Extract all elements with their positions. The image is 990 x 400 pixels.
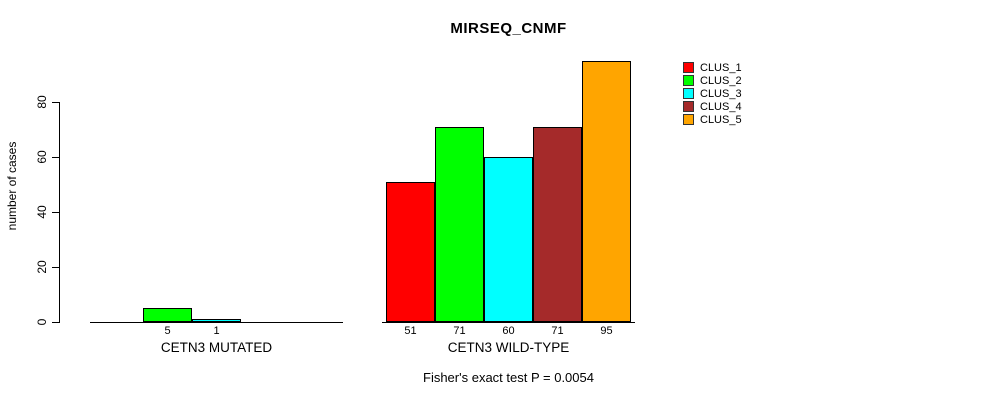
legend-item-label: CLUS_1 xyxy=(700,61,742,74)
bar xyxy=(533,127,582,322)
y-tick-mark xyxy=(52,157,59,158)
legend-item-label: CLUS_3 xyxy=(700,87,742,100)
legend-item: CLUS_4 xyxy=(683,100,742,113)
y-tick-label: 40 xyxy=(35,205,49,219)
group-baseline xyxy=(90,322,343,323)
legend-item-label: CLUS_4 xyxy=(700,100,742,113)
bar xyxy=(192,319,241,322)
group-label: CETN3 WILD-TYPE xyxy=(447,340,570,355)
legend-item: CLUS_5 xyxy=(683,113,742,126)
y-tick-mark xyxy=(52,322,59,323)
legend-item-label: CLUS_5 xyxy=(700,113,742,126)
legend-color-swatch xyxy=(683,75,694,86)
y-tick-label: 60 xyxy=(35,150,49,164)
bar-value-label: 60 xyxy=(502,325,515,337)
legend-color-swatch xyxy=(683,62,694,73)
legend-item-label: CLUS_2 xyxy=(700,74,742,87)
group-label: CETN3 MUTATED xyxy=(160,340,273,355)
bar xyxy=(484,157,533,322)
chart-title: MIRSEQ_CNMF xyxy=(450,20,567,37)
legend-item: CLUS_3 xyxy=(683,87,742,100)
legend-item: CLUS_2 xyxy=(683,74,742,87)
y-tick-mark xyxy=(52,102,59,103)
bar xyxy=(435,127,484,322)
y-axis-line xyxy=(59,102,60,323)
footer-note: Fisher's exact test P = 0.0054 xyxy=(423,370,594,385)
y-tick-label: 80 xyxy=(35,95,49,109)
group-baseline xyxy=(382,322,635,323)
bar-value-label: 95 xyxy=(600,325,613,337)
legend-item: CLUS_1 xyxy=(683,61,742,74)
y-axis-label: number of cases xyxy=(5,141,19,231)
y-tick-mark xyxy=(52,212,59,213)
bar-value-label: 71 xyxy=(551,325,564,337)
legend-color-swatch xyxy=(683,88,694,99)
bar xyxy=(143,308,192,322)
legend-color-swatch xyxy=(683,101,694,112)
bar-value-label: 1 xyxy=(213,325,220,337)
bar-value-label: 51 xyxy=(404,325,417,337)
legend-color-swatch xyxy=(683,114,694,125)
bar-value-label: 5 xyxy=(164,325,171,337)
y-tick-mark xyxy=(52,267,59,268)
y-tick-label: 0 xyxy=(35,318,49,326)
bar xyxy=(386,182,435,322)
y-tick-label: 20 xyxy=(35,260,49,274)
bar xyxy=(582,61,631,322)
bar-value-label: 71 xyxy=(453,325,466,337)
